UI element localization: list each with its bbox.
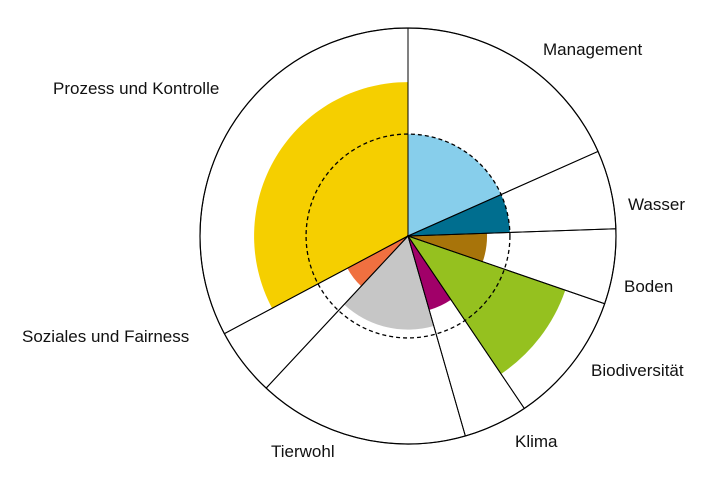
sector-fill-tierwohl [344, 236, 434, 330]
label-wasser: Wasser [628, 195, 685, 214]
sector-fill-management [408, 134, 502, 236]
outer-circle [199, 27, 617, 445]
label-boden: Boden [624, 277, 673, 296]
label-management: Management [543, 40, 643, 59]
label-tierwohl: Tierwohl [271, 442, 335, 461]
sector-fill-wasser [408, 194, 510, 236]
sector-fill-prozess-und-kontrolle [254, 82, 408, 309]
label-soziales-und-fairness: Soziales und Fairness [22, 327, 189, 346]
sector-fill-biodiversitat [408, 236, 566, 374]
sector-fills [254, 82, 566, 374]
label-prozess-und-kontrolle: Prozess und Kontrolle [53, 79, 219, 98]
label-biodiversitaet: Biodiversität [591, 361, 684, 380]
label-klima: Klima [515, 432, 558, 451]
sector-fill-soziales-und-fairness [347, 236, 408, 287]
sector-fill-boden [408, 233, 488, 262]
sector-fill-klima [408, 236, 452, 310]
